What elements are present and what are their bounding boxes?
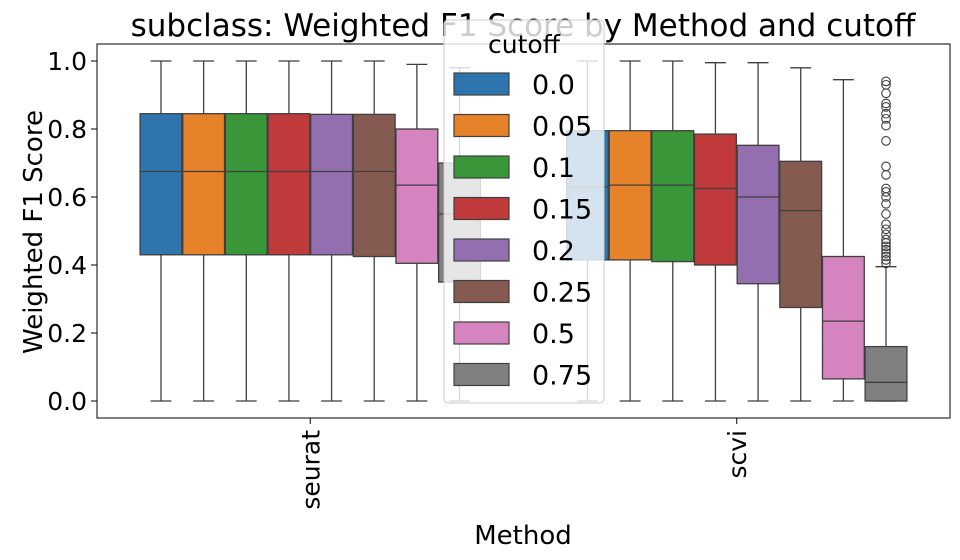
outlier-point	[881, 76, 891, 87]
outlier-point	[881, 241, 891, 252]
outlier-point	[881, 258, 891, 269]
outlier-point	[881, 108, 891, 119]
outlier-point	[881, 170, 891, 180]
box-scvi-cutoff-0.75	[864, 76, 908, 402]
legend-label-0.25: 0.25	[532, 278, 592, 309]
box-scvi-cutoff-0.5	[821, 79, 865, 402]
legend-title: cutoff	[488, 30, 561, 59]
outlier-point	[881, 244, 891, 255]
outlier-point	[881, 224, 891, 235]
outlier-point	[881, 136, 891, 146]
box-body	[224, 113, 268, 256]
legend-label-0.0: 0.0	[532, 70, 575, 101]
legend: cutoff 0.0 0.05 0.1 0.15 0.2 0.25 0.5 0.75	[443, 19, 605, 404]
legend-label-0.15: 0.15	[532, 195, 592, 226]
box-body	[352, 113, 396, 258]
outlier-point	[881, 79, 891, 90]
legend-swatch-0.15	[453, 196, 510, 221]
outlier-point	[881, 209, 891, 219]
outlier-point	[881, 88, 891, 99]
outlier-point	[881, 102, 891, 112]
legend-swatch-0.2	[453, 238, 510, 262]
legend-label-0.2: 0.2	[532, 236, 575, 267]
y-tick-label: 0.6	[47, 183, 87, 212]
box-body	[736, 144, 780, 285]
box-seurat-cutoff-0.5	[395, 63, 439, 402]
x-tick-label: scvi	[723, 430, 752, 479]
y-tick-label: 0.0	[47, 387, 87, 416]
legend-swatch-0.75	[453, 362, 510, 387]
box-body	[267, 113, 311, 256]
box-scvi-cutoff-0.05	[608, 60, 652, 402]
box-body	[779, 160, 823, 309]
legend-swatch-0.25	[453, 279, 510, 304]
x-tick-label: seurat	[296, 430, 325, 510]
outlier-point	[881, 251, 891, 262]
outlier-point	[881, 198, 891, 209]
axis-ticks: 0.0 0.2 0.4 0.6 0.8 1.0 seurat scvi	[47, 47, 752, 510]
x-axis-label: Method	[474, 521, 572, 551]
box-body	[139, 113, 183, 256]
box-body	[693, 133, 737, 266]
outlier-point	[881, 120, 891, 131]
outlier-point	[881, 183, 891, 194]
legend-label-0.75: 0.75	[532, 361, 592, 392]
box-seurat-cutoff-0.1	[224, 60, 268, 402]
outlier-point	[881, 234, 891, 245]
box-scvi-cutoff-0.1	[651, 60, 695, 402]
outlier-point	[881, 255, 891, 265]
legend-swatch-0.5	[453, 321, 510, 345]
box-scvi-cutoff-0.2	[736, 62, 780, 402]
legend-swatch-0.1	[453, 155, 510, 179]
legend-label-0.5: 0.5	[532, 319, 575, 350]
box-scvi-cutoff-0.15	[693, 62, 737, 402]
legend-label-0.1: 0.1	[532, 153, 575, 184]
y-tick-label: 1.0	[47, 47, 87, 76]
box-scvi-cutoff-0.25	[779, 67, 823, 402]
outlier-point	[881, 248, 891, 258]
y-tick-label: 0.8	[47, 115, 87, 144]
y-axis-label: Weighted F1 Score	[19, 110, 49, 354]
box-body	[608, 130, 652, 261]
box-seurat-cutoff-0.05	[182, 60, 226, 402]
outlier-point	[881, 229, 891, 240]
outlier-point	[881, 219, 891, 230]
outlier-point	[881, 187, 891, 197]
legend-label-0.05: 0.05	[532, 112, 592, 143]
legend-swatch-0.05	[453, 113, 510, 138]
y-tick-label: 0.2	[47, 319, 87, 348]
box-body	[651, 130, 695, 263]
box-body	[182, 113, 226, 256]
legend-swatch-0.0	[453, 72, 510, 96]
box-body	[395, 128, 439, 264]
box-seurat-cutoff-0.2	[310, 60, 354, 402]
box-body	[864, 345, 908, 402]
box-seurat-cutoff-0.15	[267, 60, 311, 402]
outlier-point	[881, 113, 891, 124]
box-body	[821, 255, 865, 380]
outlier-point	[881, 98, 891, 109]
y-tick-label: 0.4	[47, 251, 87, 280]
box-seurat-cutoff-0.0	[139, 60, 183, 402]
box-seurat-cutoff-0.25	[352, 60, 396, 402]
box-body	[310, 113, 354, 256]
outlier-point	[881, 161, 891, 172]
